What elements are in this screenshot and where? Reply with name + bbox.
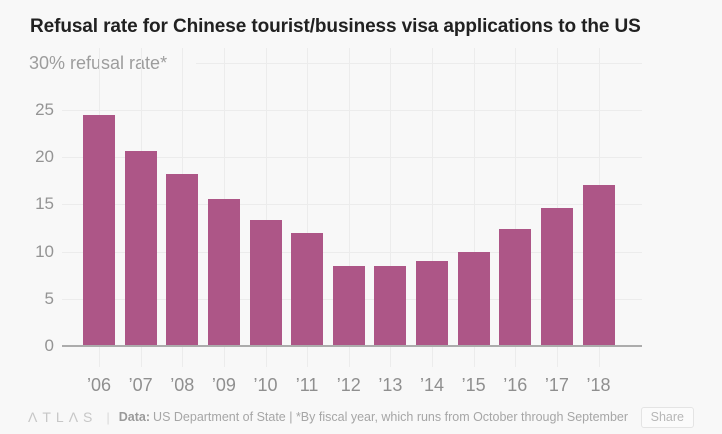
footer-divider: |	[106, 409, 110, 425]
y-axis-tick-label: 25	[35, 99, 54, 119]
bar-13[interactable]	[374, 265, 407, 346]
x-axis-baseline	[62, 345, 642, 347]
y-axis-unit-label: 30% refusal rate*	[29, 53, 168, 73]
bar-07[interactable]	[124, 150, 157, 346]
x-axis-tick-label: ’15	[461, 375, 486, 395]
bar-17[interactable]	[540, 208, 573, 346]
x-gridline-tick	[556, 48, 558, 367]
x-axis-tick-label: ’16	[503, 375, 528, 395]
y-gridline-25	[62, 109, 642, 111]
y-gridline-20	[62, 157, 642, 159]
x-axis-tick-label: ’13	[378, 375, 403, 395]
atlas-logo[interactable]: ΛTLΛS	[28, 409, 98, 425]
x-gridline-tick	[390, 48, 392, 367]
bar-14[interactable]	[416, 261, 448, 346]
x-axis-tick-label: ’06	[86, 375, 112, 395]
bar-18[interactable]	[582, 185, 615, 346]
bar-09[interactable]	[207, 198, 240, 346]
x-axis-tick-label: ’10	[253, 375, 278, 395]
x-gridline-tick	[265, 48, 267, 367]
chart-footer: ΛTLΛS | Data: US Department of State | *B…	[28, 405, 694, 429]
share-button[interactable]: Share	[640, 406, 694, 428]
bar-16[interactable]	[499, 228, 532, 346]
data-source-note: Data: US Department of State | *By fiscal…	[119, 410, 628, 424]
x-gridline-tick	[307, 48, 309, 367]
data-source-text: US Department of State | *By fiscal year…	[153, 410, 629, 424]
bar-15[interactable]	[457, 251, 490, 346]
x-gridline-tick	[432, 48, 433, 367]
y-gridline-15	[62, 204, 642, 206]
y-gridline-30	[196, 62, 642, 64]
x-axis-tick-label: ’14	[419, 375, 445, 395]
x-gridline-tick	[473, 48, 475, 367]
y-axis-tick-label: 0	[44, 336, 54, 355]
x-axis-tick-label: ’18	[586, 375, 611, 395]
y-gridline-10	[62, 251, 642, 253]
x-gridline-tick	[348, 48, 350, 367]
x-axis-tick-label: ’09	[211, 375, 236, 395]
data-label: Data:	[118, 410, 151, 424]
bar-06[interactable]	[83, 114, 115, 346]
x-axis-tick-label: ’08	[170, 375, 195, 395]
y-axis-tick-label: 15	[35, 194, 54, 214]
x-axis-tick-label: ’17	[544, 375, 569, 395]
x-axis-tick-label: ’12	[336, 375, 361, 395]
bar-08[interactable]	[166, 174, 199, 346]
bar-11[interactable]	[291, 232, 324, 346]
y-axis-tick-label: 10	[35, 241, 54, 261]
x-axis-tick-label: ’11	[295, 375, 319, 395]
y-axis-tick-label: 5	[44, 288, 54, 308]
x-axis-tick-label: ’07	[128, 375, 153, 395]
chart-title: Refusal rate for Chinese tourist/busines…	[30, 16, 641, 37]
bar-10[interactable]	[249, 220, 282, 346]
y-axis-tick-label: 20	[35, 147, 54, 167]
x-gridline-tick	[515, 48, 517, 367]
bar-12[interactable]	[332, 265, 365, 346]
